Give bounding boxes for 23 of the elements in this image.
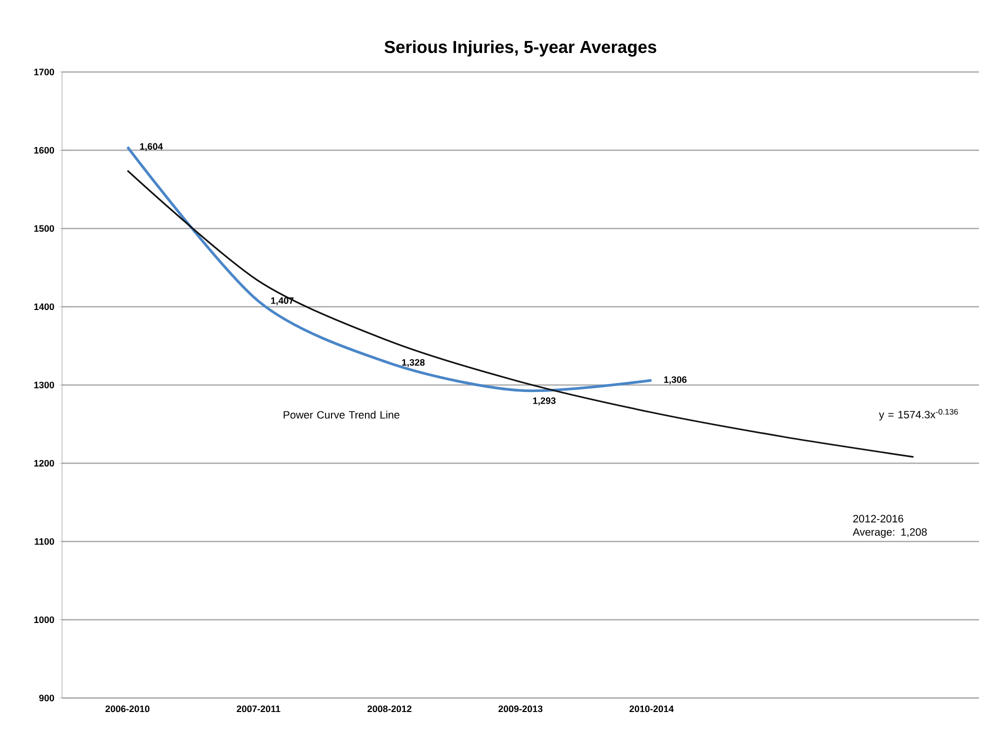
data-label: 1,604 [140,143,163,152]
y-tick-label: 1200 [34,460,54,467]
x-tick-label: 2007-2011 [236,706,280,712]
data-label: 1,328 [402,359,425,368]
y-tick-label: 1000 [34,616,54,624]
data-label: 1,306 [664,376,687,384]
annotation: Power Curve Trend Line [284,410,400,419]
y-tick-label: 1700 [34,68,54,76]
x-tick-label: 2010-2014 [630,706,674,712]
chart-title: Serious Injuries, 5-year Averages [384,40,656,57]
data-label: 1,293 [533,397,556,406]
annotation: y = 1574.3x$^{-0.136}$ [878,408,958,421]
y-tick-label: 900 [39,694,54,702]
y-tick-label: 1400 [34,303,54,310]
data-label: 1,407 [271,297,294,306]
y-tick-label: 1100 [34,538,54,545]
annotation: 2012-2016 Average: 1,208 [852,514,927,538]
y-tick-label: 1600 [34,146,54,154]
y-tick-label: 1500 [34,225,54,232]
x-tick-label: 2006-2010 [106,706,150,712]
y-tick-label: 1300 [34,382,54,388]
x-tick-label: 2009-2013 [498,706,542,712]
x-tick-label: 2008-2012 [368,706,412,712]
